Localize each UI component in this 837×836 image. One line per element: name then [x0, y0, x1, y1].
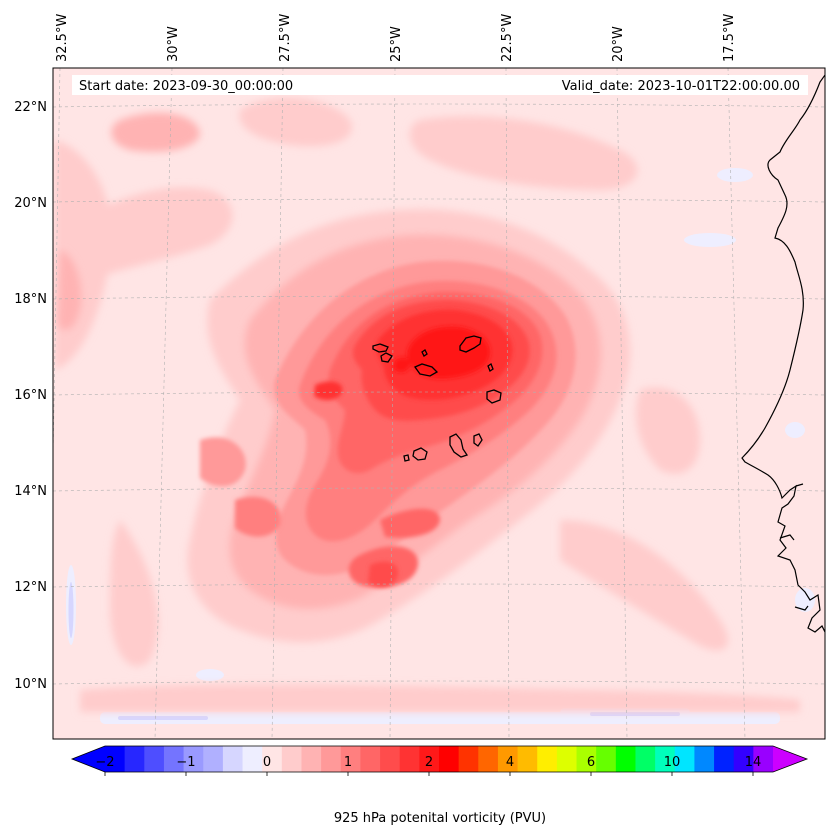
colorbar-swatch: [105, 746, 126, 772]
colorbar-swatch: [615, 746, 636, 772]
colorbar-tick-label: 1: [344, 755, 352, 770]
colorbar-ticks: −2 −1 0 1 2 4 6 10 14: [95, 755, 761, 770]
cape-verde-islands: [372, 335, 502, 462]
colorbar-swatch: [497, 746, 518, 772]
colorbar-swatch: [163, 746, 184, 772]
colorbar-swatch: [517, 746, 538, 772]
map-frame: [52, 67, 826, 740]
pv-positive-field: [55, 97, 800, 712]
colorbar-extend-left: [72, 746, 105, 772]
valid-date-label: Valid_date: 2023-10-01T22:00:00.00: [562, 79, 800, 94]
lat-label: 10°N: [14, 677, 47, 692]
colorbar-tick-label: 2: [425, 755, 433, 770]
coastlines: [741, 73, 825, 634]
header-box: [72, 75, 808, 95]
pv-negative-cores: [68, 582, 680, 720]
colorbar-swatch: [674, 746, 695, 772]
island-sao-nicolau: [414, 363, 439, 377]
colorbar: [70, 745, 809, 776]
island-sao-vicente: [380, 352, 393, 363]
colorbar-swatch: [733, 746, 754, 772]
lon-label: 30°W: [166, 26, 181, 62]
colorbar-tick-label: 10: [664, 755, 681, 770]
colorbar-swatch: [399, 746, 420, 772]
colorbar-swatch: [242, 746, 263, 772]
colorbar-swatch: [439, 746, 460, 772]
colorbar-swatch: [360, 746, 381, 772]
lon-label: 32.5°W: [55, 14, 70, 62]
colorbar-swatch: [478, 746, 499, 772]
colorbar-swatch: [596, 746, 617, 772]
colorbar-swatch: [635, 746, 656, 772]
colorbar-swatch: [537, 746, 558, 772]
graticule: [53, 68, 825, 739]
lon-label: 22.5°W: [500, 14, 515, 62]
colorbar-tick-label: −2: [95, 755, 114, 770]
colorbar-swatch: [340, 746, 361, 772]
colorbar-swatch: [419, 746, 440, 772]
lon-label: 27.5°W: [278, 14, 293, 62]
africa-coastline: [741, 73, 825, 634]
lat-label: 18°N: [14, 292, 47, 307]
colorbar-tick-label: −1: [176, 755, 195, 770]
colorbar-label: 925 hPa potenital vorticity (PVU): [334, 811, 546, 826]
colorbar-swatch: [714, 746, 735, 772]
colorbar-swatch: [694, 746, 715, 772]
colorbar-swatch: [321, 746, 342, 772]
island-santo-antao: [372, 343, 389, 353]
colorbar-swatch: [222, 746, 243, 772]
island-brava: [403, 454, 410, 462]
colorbar-swatch: [124, 746, 145, 772]
lat-label: 22°N: [14, 100, 47, 115]
colorbar-swatch: [144, 746, 165, 772]
colorbar-swatch: [655, 746, 676, 772]
start-date-label: Start date: 2023-09-30_00:00:00: [79, 79, 293, 94]
colorbar-tick-label: 0: [263, 755, 271, 770]
colorbar-swatch: [183, 746, 204, 772]
colorbar-swatch: [281, 746, 302, 772]
lat-label: 16°N: [14, 388, 47, 403]
island-santa-luzia: [421, 349, 428, 357]
colorbar-swatch: [556, 746, 577, 772]
lon-label: 25°W: [389, 26, 404, 62]
colorbar-swatch: [576, 746, 597, 772]
island-boa-vista: [486, 389, 502, 404]
colorbar-swatch: [380, 746, 401, 772]
longitude-labels: 32.5°W 30°W 27.5°W 25°W 22.5°W 20°W 17.5…: [55, 14, 737, 62]
colorbar-extend-right: [773, 746, 807, 772]
colorbar-tick-label: 14: [745, 755, 762, 770]
lat-label: 12°N: [14, 580, 47, 595]
lon-label: 20°W: [611, 26, 626, 62]
lat-label: 14°N: [14, 484, 47, 499]
island-fogo: [412, 447, 428, 461]
lat-label: 20°N: [14, 196, 47, 211]
lon-label: 17.5°W: [722, 14, 737, 62]
colorbar-tick-label: 6: [587, 755, 595, 770]
island-sal: [459, 335, 482, 353]
colorbar-swatch: [262, 746, 283, 772]
latitude-labels: 22°N 20°N 18°N 16°N 14°N 12°N 10°N: [14, 100, 47, 692]
colorbar-swatch: [301, 746, 322, 772]
colorbar-swatch: [753, 746, 774, 772]
island-santiago: [449, 433, 469, 458]
colorbar-swatch: [203, 746, 224, 772]
island-maio: [473, 433, 483, 447]
map-panel: [53, 68, 825, 739]
colorbar-swatch: [458, 746, 479, 772]
colorbar-tick-label: 4: [506, 755, 514, 770]
